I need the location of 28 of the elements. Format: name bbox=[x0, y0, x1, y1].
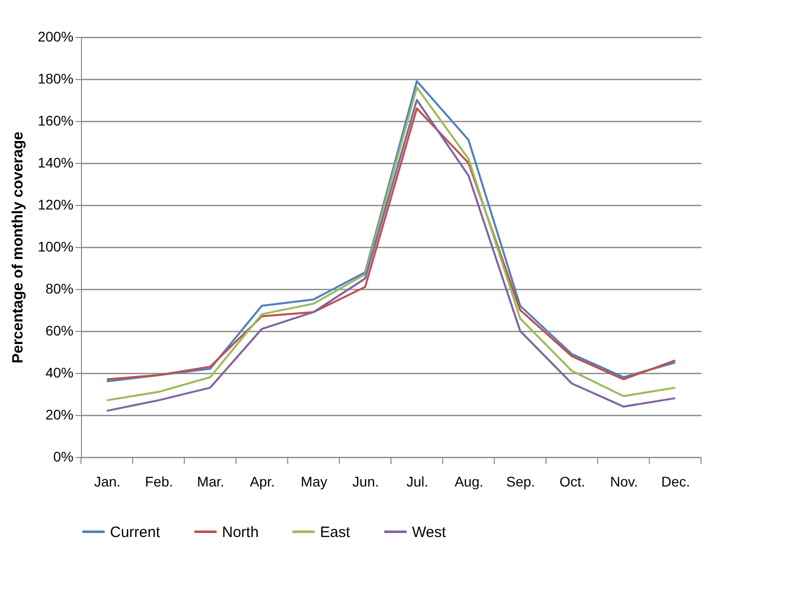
y-tick-label: 0% bbox=[53, 448, 74, 464]
y-tick-label: 200% bbox=[38, 28, 74, 44]
x-tick-label: Oct. bbox=[559, 474, 586, 490]
x-tick-label: Feb. bbox=[144, 474, 174, 490]
legend-label: Current bbox=[110, 524, 161, 541]
y-tick-label: 180% bbox=[38, 70, 74, 86]
x-tick-label: Jul. bbox=[406, 474, 428, 490]
legend-label: North bbox=[222, 524, 259, 541]
x-tick-label: Jun. bbox=[352, 474, 379, 490]
y-tick-label: 120% bbox=[38, 196, 74, 212]
legend-label: West bbox=[412, 524, 447, 541]
y-tick-label: 80% bbox=[45, 280, 74, 296]
legend-label: East bbox=[320, 524, 351, 541]
y-tick-label: 40% bbox=[45, 364, 74, 380]
y-tick-label: 140% bbox=[38, 154, 74, 170]
x-tick-label: Nov. bbox=[610, 474, 638, 490]
x-tick-label: Sep. bbox=[506, 474, 536, 490]
x-tick-label: Dec. bbox=[661, 474, 690, 490]
y-tick-label: 60% bbox=[45, 322, 74, 338]
y-tick-label: 100% bbox=[38, 238, 74, 254]
y-axis-title: Percentage of monthly coverage bbox=[10, 132, 27, 364]
x-tick-label: Apr. bbox=[250, 474, 275, 490]
x-tick-label: May bbox=[300, 474, 328, 490]
x-tick-label: Aug. bbox=[454, 474, 484, 490]
y-tick-label: 160% bbox=[38, 112, 74, 128]
y-tick-label: 20% bbox=[45, 406, 74, 422]
x-tick-label: Mar. bbox=[197, 474, 224, 490]
x-tick-label: Jan. bbox=[94, 474, 121, 490]
